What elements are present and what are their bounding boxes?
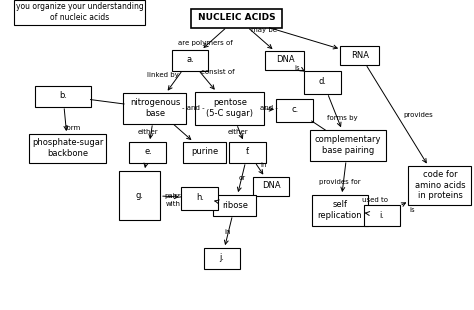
FancyBboxPatch shape — [253, 176, 289, 196]
Text: e.: e. — [144, 148, 152, 157]
FancyBboxPatch shape — [182, 187, 219, 210]
Text: linked by: linked by — [147, 72, 179, 78]
Text: self
replication: self replication — [318, 200, 362, 220]
Text: - and -: - and - — [182, 105, 204, 111]
Text: code for
amino acids
in proteins: code for amino acids in proteins — [415, 170, 465, 200]
FancyBboxPatch shape — [310, 130, 386, 161]
Text: either: either — [228, 129, 248, 135]
Text: are polymers of: are polymers of — [178, 40, 232, 46]
FancyBboxPatch shape — [183, 141, 227, 162]
Text: provides: provides — [403, 112, 433, 118]
FancyBboxPatch shape — [265, 51, 304, 69]
FancyBboxPatch shape — [312, 194, 368, 225]
FancyBboxPatch shape — [191, 8, 283, 28]
FancyBboxPatch shape — [340, 46, 380, 64]
Text: is: is — [294, 65, 300, 71]
FancyBboxPatch shape — [229, 141, 266, 162]
Text: c.: c. — [292, 105, 299, 114]
Text: h.: h. — [196, 193, 204, 202]
Text: d.: d. — [319, 78, 327, 86]
Text: used to: used to — [362, 197, 388, 203]
FancyBboxPatch shape — [172, 50, 208, 70]
Text: f.: f. — [246, 148, 250, 157]
Text: either: either — [137, 129, 158, 135]
FancyBboxPatch shape — [409, 166, 472, 205]
Text: may be: may be — [251, 27, 277, 33]
FancyBboxPatch shape — [204, 247, 240, 268]
Text: pentose
(5-C sugar): pentose (5-C sugar) — [207, 98, 254, 118]
Text: NUCLEIC ACIDS: NUCLEIC ACIDS — [198, 14, 276, 23]
Text: complementary
base pairing: complementary base pairing — [315, 135, 381, 155]
FancyBboxPatch shape — [15, 0, 146, 24]
FancyBboxPatch shape — [276, 99, 313, 122]
Text: with: with — [165, 201, 181, 207]
Text: you organize your understanding
of nucleic acids: you organize your understanding of nucle… — [16, 2, 144, 22]
Text: and -: and - — [260, 105, 278, 111]
Text: ribose: ribose — [222, 201, 248, 210]
Text: i.: i. — [380, 210, 384, 219]
FancyBboxPatch shape — [364, 205, 400, 225]
Text: consist of: consist of — [201, 69, 235, 75]
Text: in: in — [261, 162, 267, 168]
FancyBboxPatch shape — [119, 170, 161, 219]
FancyBboxPatch shape — [35, 86, 91, 107]
Text: forms by: forms by — [327, 115, 357, 121]
Text: DNA: DNA — [276, 55, 294, 64]
Text: pairs: pairs — [164, 193, 182, 199]
FancyBboxPatch shape — [124, 92, 186, 123]
Text: form: form — [65, 125, 81, 131]
FancyBboxPatch shape — [29, 134, 107, 162]
FancyBboxPatch shape — [304, 70, 341, 94]
Text: provides for: provides for — [319, 179, 361, 185]
Text: phosphate-sugar
backbone: phosphate-sugar backbone — [32, 138, 104, 158]
Text: DNA: DNA — [262, 181, 280, 191]
Text: g.: g. — [136, 191, 144, 200]
FancyBboxPatch shape — [195, 91, 264, 125]
Text: j.: j. — [219, 254, 225, 263]
Text: or: or — [238, 175, 246, 181]
Text: is: is — [409, 207, 415, 213]
FancyBboxPatch shape — [129, 141, 166, 162]
Text: b.: b. — [59, 91, 67, 100]
Text: a.: a. — [186, 55, 194, 64]
FancyBboxPatch shape — [213, 194, 256, 215]
Text: in: in — [225, 229, 231, 235]
Text: nitrogenous
base: nitrogenous base — [130, 98, 180, 118]
Text: purine: purine — [191, 148, 219, 157]
Text: RNA: RNA — [351, 51, 369, 60]
